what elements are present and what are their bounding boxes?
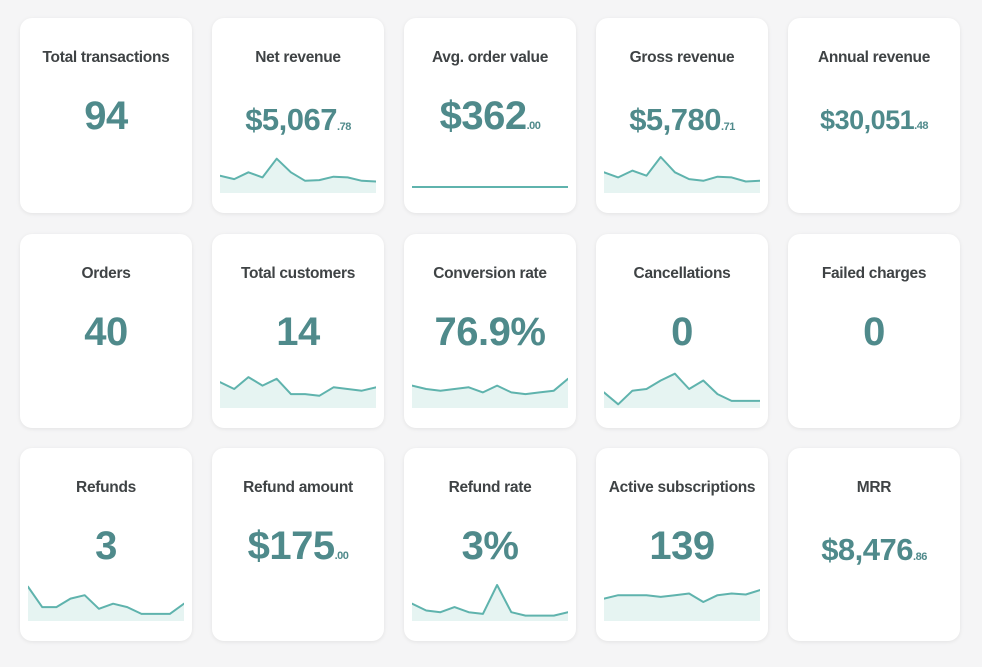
sparkline-line: [412, 377, 568, 396]
metric-title: Refund rate: [448, 479, 532, 496]
metric-title: Conversion rate: [433, 265, 547, 282]
metric-card[interactable]: Avg. order value $362.00: [404, 18, 576, 213]
metric-title: Net revenue: [255, 49, 341, 66]
sparkline-area: [412, 585, 568, 621]
metric-value-main: 3: [95, 524, 117, 568]
metric-value-cents: .86: [913, 551, 927, 563]
sparkline-chart: [220, 376, 376, 408]
sparkline-area: [604, 373, 760, 408]
metric-value: 3: [20, 524, 192, 568]
metric-value: $8,476.86: [788, 532, 960, 575]
metric-card[interactable]: Refunds 3: [20, 448, 192, 641]
metric-card[interactable]: Net revenue $5,067.78: [212, 18, 384, 213]
metric-value-main: 0: [863, 310, 885, 354]
metric-value: 14: [212, 310, 384, 354]
metric-title: Annual revenue: [817, 49, 931, 66]
metric-card[interactable]: Orders 40: [20, 234, 192, 428]
sparkline-line: [604, 589, 760, 603]
metric-title: Total customers: [240, 265, 356, 282]
metric-value-main: $5,067: [245, 102, 338, 137]
metric-card[interactable]: Conversion rate 76.9%: [404, 234, 576, 428]
metric-value-main: $30,051: [820, 105, 915, 135]
metric-value-main: 0: [671, 310, 693, 354]
metric-value: 139: [596, 524, 768, 568]
metric-value: 0: [788, 310, 960, 354]
metric-title: Active subscriptions: [608, 479, 756, 496]
metric-card[interactable]: Total transactions 94: [20, 18, 192, 213]
metric-value: $5,067.78: [212, 102, 384, 145]
sparkline-line: [604, 156, 760, 183]
metric-value-main: 3%: [461, 524, 519, 568]
metric-value: 0: [596, 310, 768, 354]
metric-value-cents: .48: [914, 120, 928, 132]
sparkline-chart: [28, 585, 184, 621]
sparkline-area: [604, 590, 760, 621]
sparkline-line: [220, 157, 376, 183]
metric-card[interactable]: Gross revenue $5,780.71: [596, 18, 768, 213]
metric-card[interactable]: Annual revenue $30,051.48: [788, 18, 960, 213]
metric-card[interactable]: Failed charges 0: [788, 234, 960, 428]
metric-value-main: 40: [84, 310, 128, 354]
metric-title: MRR: [856, 479, 892, 496]
sparkline-line: [220, 376, 376, 397]
metric-value-main: $5,780: [629, 102, 722, 137]
sparkline-chart: [604, 372, 760, 408]
metric-card[interactable]: Active subscriptions 139: [596, 448, 768, 641]
metric-value: 3%: [404, 524, 576, 568]
metric-value-main: $8,476: [821, 532, 914, 567]
metric-value: 40: [20, 310, 192, 354]
sparkline-area: [28, 586, 184, 621]
metric-value: $5,780.71: [596, 102, 768, 145]
sparkline-line: [604, 372, 760, 406]
metric-value-main: $362: [439, 94, 527, 138]
metric-card[interactable]: Refund rate 3%: [404, 448, 576, 641]
metric-title: Failed charges: [821, 265, 927, 282]
sparkline-chart: [604, 156, 760, 193]
sparkline-line: [28, 585, 184, 615]
sparkline-chart: [412, 186, 568, 188]
metric-value: 94: [20, 94, 192, 138]
metric-title: Orders: [81, 265, 131, 282]
sparkline-line: [412, 584, 568, 617]
metric-value-cents: .78: [337, 121, 351, 133]
sparkline-area: [220, 158, 376, 193]
sparkline-chart: [220, 157, 376, 193]
metric-title: Total transactions: [42, 49, 170, 66]
metric-card[interactable]: Total customers 14: [212, 234, 384, 428]
sparkline-chart: [412, 584, 568, 621]
metric-value-main: 139: [649, 524, 715, 568]
sparkline-chart: [604, 589, 760, 621]
metric-value: $30,051.48: [788, 102, 960, 144]
sparkline-chart: [412, 377, 568, 408]
metric-value-main: 94: [84, 94, 128, 138]
metric-card[interactable]: Refund amount $175.00: [212, 448, 384, 641]
metric-title: Gross revenue: [629, 49, 735, 66]
metric-title: Cancellations: [633, 265, 731, 282]
sparkline-area: [604, 157, 760, 193]
metric-value: 76.9%: [404, 310, 576, 354]
metric-value-main: 14: [276, 310, 320, 354]
metric-value-cents: .00: [334, 550, 349, 562]
sparkline-area: [412, 378, 568, 408]
metric-title: Refund amount: [243, 479, 353, 496]
metric-value: $362.00: [404, 94, 576, 148]
metric-value-cents: .00: [526, 120, 541, 132]
sparkline-area: [220, 377, 376, 408]
metric-value-main: 76.9%: [434, 310, 546, 354]
metric-card[interactable]: Cancellations 0: [596, 234, 768, 428]
metric-value: $175.00: [212, 524, 384, 578]
metric-title: Refunds: [76, 479, 136, 496]
metric-value-cents: .71: [721, 121, 735, 133]
metric-title: Avg. order value: [431, 49, 549, 66]
metric-value-main: $175: [247, 524, 335, 568]
metric-card[interactable]: MRR $8,476.86: [788, 448, 960, 641]
